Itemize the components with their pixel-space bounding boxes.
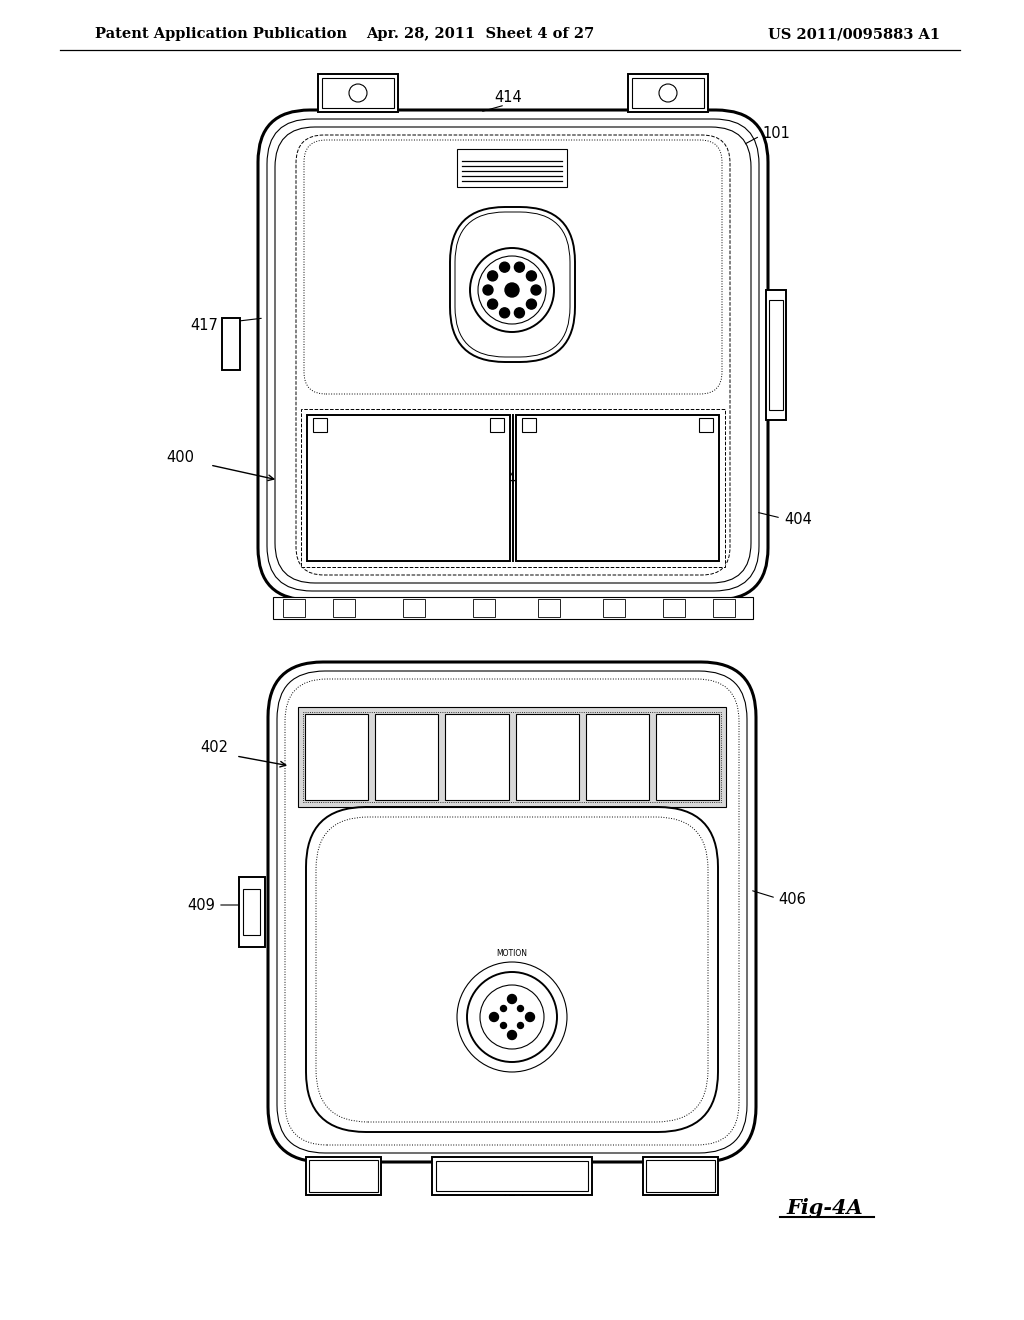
Bar (375, 714, 438, 800)
Bar (632, 78, 705, 108)
Bar (313, 418, 327, 432)
Text: 410: 410 (506, 473, 534, 487)
Circle shape (505, 282, 519, 297)
Bar (769, 300, 783, 411)
Circle shape (508, 994, 516, 1003)
Bar (283, 599, 305, 616)
Bar (490, 418, 504, 432)
Bar (309, 1160, 378, 1192)
Bar (318, 74, 398, 112)
Circle shape (500, 263, 510, 272)
Bar (403, 599, 425, 616)
Bar (628, 74, 708, 112)
Text: Fig-4A: Fig-4A (786, 1199, 863, 1218)
Bar (663, 599, 685, 616)
Text: 402: 402 (200, 741, 228, 755)
Bar (603, 599, 625, 616)
Bar (473, 599, 495, 616)
Bar (432, 1158, 592, 1195)
Bar (273, 597, 753, 619)
Circle shape (514, 308, 524, 318)
Bar (322, 78, 394, 108)
Bar (306, 1158, 381, 1195)
Circle shape (517, 1023, 523, 1028)
Circle shape (531, 285, 541, 294)
Bar (515, 714, 579, 800)
Circle shape (487, 300, 498, 309)
Text: 414: 414 (495, 91, 522, 106)
Bar (333, 599, 355, 616)
Bar (699, 418, 713, 432)
Bar (457, 149, 567, 187)
Text: Apr. 28, 2011  Sheet 4 of 27: Apr. 28, 2011 Sheet 4 of 27 (366, 26, 594, 41)
Circle shape (501, 1006, 507, 1011)
Bar (516, 414, 719, 561)
Circle shape (483, 285, 493, 294)
Text: 404: 404 (784, 512, 812, 528)
Text: 412: 412 (410, 417, 438, 432)
Bar (643, 1158, 718, 1195)
Bar (646, 1160, 715, 1192)
Text: 417: 417 (190, 318, 218, 333)
Text: 409: 409 (187, 898, 215, 912)
Circle shape (517, 1006, 523, 1011)
Text: MOTION: MOTION (497, 949, 527, 958)
Bar (222, 318, 240, 370)
Bar (436, 1162, 588, 1191)
Bar (522, 418, 536, 432)
Circle shape (526, 271, 537, 281)
Circle shape (508, 1031, 516, 1040)
Text: US 2011/0095883 A1: US 2011/0095883 A1 (768, 26, 940, 41)
Bar (586, 714, 649, 800)
Bar (655, 714, 719, 800)
Bar (305, 714, 369, 800)
Circle shape (501, 1023, 507, 1028)
Circle shape (500, 308, 510, 318)
Bar (243, 888, 260, 935)
Bar (301, 409, 725, 568)
Bar (445, 714, 509, 800)
Circle shape (525, 1012, 535, 1022)
Bar (538, 599, 560, 616)
Text: 410: 410 (341, 473, 369, 487)
Text: 414: 414 (498, 1184, 526, 1200)
Bar (713, 599, 735, 616)
Text: 400: 400 (166, 450, 194, 466)
Bar (298, 708, 726, 807)
Text: 101: 101 (762, 127, 790, 141)
Bar (307, 414, 510, 561)
Circle shape (514, 263, 524, 272)
Bar (239, 876, 265, 946)
Circle shape (489, 1012, 499, 1022)
Bar (766, 290, 786, 420)
Circle shape (487, 271, 498, 281)
Bar (303, 711, 721, 803)
Text: Patent Application Publication: Patent Application Publication (95, 26, 347, 41)
Text: 408: 408 (440, 516, 468, 532)
Text: 406: 406 (778, 892, 806, 908)
Circle shape (526, 300, 537, 309)
